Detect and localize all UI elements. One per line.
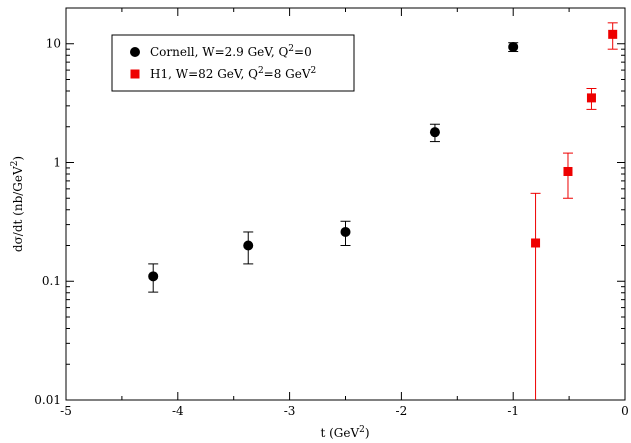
data-point xyxy=(148,271,159,282)
data-point xyxy=(243,240,254,251)
legend-box xyxy=(111,34,355,92)
data-point xyxy=(586,93,596,103)
data-point xyxy=(429,127,440,138)
legend: Cornell, W=2.9 GeV, Q2=0 H1, W=82 GeV, Q2… xyxy=(111,34,355,92)
legend-marker xyxy=(130,69,140,79)
y-tick-label: 10 xyxy=(46,37,61,51)
x-tick-label: -5 xyxy=(60,404,72,418)
data-point xyxy=(340,226,351,237)
data-point xyxy=(563,166,573,176)
legend-label: Cornell, W=2.9 GeV, Q2=0 xyxy=(150,44,312,59)
data-point xyxy=(531,238,541,248)
y-tick-label: 1 xyxy=(53,155,61,169)
x-tick-label: -1 xyxy=(507,404,519,418)
x-tick-label: 0 xyxy=(621,404,629,418)
x-tick-label: -2 xyxy=(396,404,408,418)
y-axis-ticks: 0.01 0.1 1 10 xyxy=(34,7,625,407)
legend-marker xyxy=(130,47,140,57)
series-1 xyxy=(148,41,519,293)
x-tick-label: -3 xyxy=(284,404,296,418)
data-point xyxy=(608,29,618,39)
y-tick-label: 0.1 xyxy=(42,274,61,288)
y-tick-label: 0.01 xyxy=(34,393,61,407)
x-axis-ticks: -5 -4 -3 -2 -1 0 xyxy=(60,8,629,418)
data-points xyxy=(148,22,618,400)
y-axis-label: dσ/dt (nb/GeV2) xyxy=(10,156,25,252)
x-axis-label: t (GeV2) xyxy=(320,425,369,440)
data-point xyxy=(508,41,519,52)
series-2 xyxy=(530,22,618,400)
x-tick-label: -4 xyxy=(172,404,184,418)
legend-label: H1, W=82 GeV, Q2=8 GeV2 xyxy=(150,66,316,81)
